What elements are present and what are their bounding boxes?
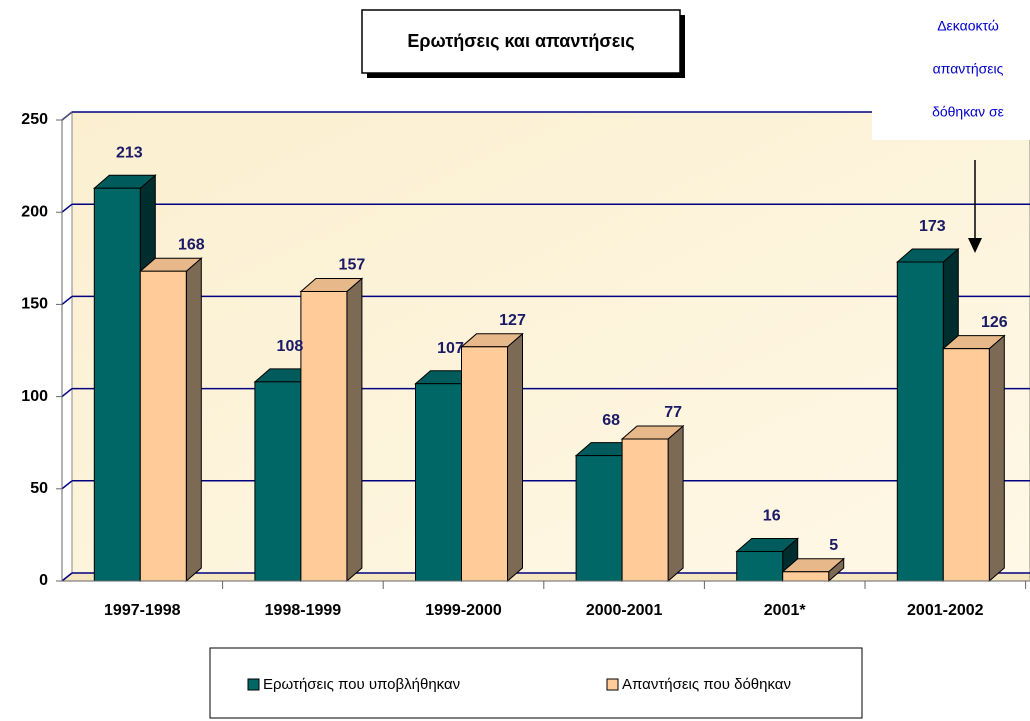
bar-front [782,571,830,582]
bar [299,277,364,583]
data-label: 5 [829,537,838,554]
bar-side [346,277,363,583]
annotation-text: δόθηκαν σε [932,104,1004,120]
bar-front [575,455,623,582]
legend-label: Απαντήσεις που δόθηκαν [622,676,791,693]
grid-line-side [61,295,73,305]
bar-side [988,334,1005,583]
bar-front [93,187,141,582]
data-label: 77 [664,404,682,421]
bar-front [461,346,508,582]
grid-line-side [61,480,73,490]
bar-side [667,424,684,583]
y-axis-edge [61,111,73,121]
floor [60,572,1030,582]
bar [620,424,685,583]
y-tick-label: 100 [21,388,48,405]
y-tick-label: 150 [21,296,48,313]
bar-front [415,383,462,582]
grid-line-side [61,572,73,582]
bar [138,257,203,583]
bar-front [139,270,187,582]
x-tick-label: 2001-2002 [907,602,984,619]
bar-side [185,257,202,583]
legend-swatch [247,678,260,691]
x-tick-label: 1998-1999 [265,602,342,619]
bar-side [507,332,523,583]
bar-front [896,261,944,582]
x-tick-label: 1997-1998 [104,602,181,619]
y-tick-label: 0 [39,572,48,589]
y-tick-label: 250 [21,111,48,128]
legend-box [209,647,863,719]
bar-front [942,348,990,582]
annotation-box [872,0,1030,140]
bar [460,332,524,583]
data-label: 68 [602,412,620,429]
annotation-text: Δεκαοκτώ [937,18,999,34]
data-label: 173 [919,218,946,235]
data-label: 168 [178,236,205,253]
data-label: 127 [499,312,526,329]
bar-front [621,438,669,582]
data-label: 108 [277,338,304,355]
data-label: 213 [116,144,143,161]
legend-label: Ερωτήσεις που υποβλήθηκαν [263,676,460,693]
back-wall [71,111,1030,574]
grid-line-side [61,203,73,213]
bar [781,557,846,583]
chart-title: Ερωτήσεις και απαντήσεις [407,31,634,51]
arrow-head [968,238,982,253]
data-label: 157 [339,257,366,274]
x-tick-label: 2001* [764,602,807,619]
bar-front [254,381,302,582]
y-tick-label: 200 [21,203,48,220]
data-label: 126 [981,314,1008,331]
grid-line-side [61,388,73,398]
bar [735,537,800,583]
data-label: 16 [763,508,781,525]
bar [941,334,1006,583]
x-tick-label: 2000-2001 [586,602,663,619]
bar-front [300,290,348,582]
x-tick-label: 1999-2000 [425,602,502,619]
bar-front [736,550,784,582]
annotation-text: απαντήσεις [933,61,1004,77]
title-box [361,9,681,74]
legend-swatch [606,678,619,691]
data-label: 107 [437,340,464,357]
y-tick-label: 50 [30,480,48,497]
